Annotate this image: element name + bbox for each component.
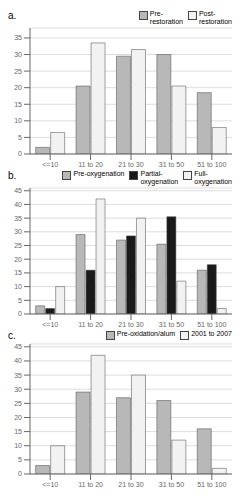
svg-text:25: 25 xyxy=(14,242,22,249)
svg-text:35: 35 xyxy=(14,215,22,222)
html-text:restoration: restoration xyxy=(198,18,232,25)
svg-text:20: 20 xyxy=(14,256,22,263)
svg-text:10: 10 xyxy=(14,283,22,290)
svg-text:25: 25 xyxy=(14,400,22,407)
svg-text:35: 35 xyxy=(14,372,22,379)
svg-text:5: 5 xyxy=(18,297,22,304)
html-text:Pre-oxidation/alum: Pre-oxidation/alum xyxy=(116,330,176,337)
html-text:oxygenation: oxygenation xyxy=(140,178,179,185)
html-text:c.: c. xyxy=(8,330,16,341)
svg-text:11 to 20: 11 to 20 xyxy=(78,481,103,488)
svg-text:45: 45 xyxy=(14,187,22,194)
svg-text:<=10: <=10 xyxy=(42,481,58,488)
svg-text:35: 35 xyxy=(14,34,22,41)
html-text:Pre-oxygenation: Pre-oxygenation xyxy=(73,170,125,177)
html-text:a.: a. xyxy=(8,10,17,21)
svg-text:51 to 100: 51 to 100 xyxy=(197,161,226,168)
html-text:Post-: Post- xyxy=(198,10,216,17)
svg-text:11 to 20: 11 to 20 xyxy=(78,161,103,168)
svg-text:5: 5 xyxy=(18,456,22,463)
svg-text:30: 30 xyxy=(14,51,22,58)
svg-text:<=10: <=10 xyxy=(42,161,58,168)
svg-text:0: 0 xyxy=(18,150,22,157)
svg-text:20: 20 xyxy=(14,84,22,91)
svg-text:51 to 100: 51 to 100 xyxy=(197,321,226,328)
html-text:restoration: restoration xyxy=(149,18,183,25)
svg-text:40: 40 xyxy=(14,201,22,208)
svg-text:<=10: <=10 xyxy=(42,321,58,328)
svg-text:31 to 50: 31 to 50 xyxy=(159,481,184,488)
svg-text:40: 40 xyxy=(14,357,22,364)
svg-text:21 to 30: 21 to 30 xyxy=(118,321,143,328)
html-text:2001 to 2007: 2001 to 2007 xyxy=(191,330,232,337)
html-text:Pre-: Pre- xyxy=(149,10,164,17)
svg-text:31 to 50: 31 to 50 xyxy=(159,321,184,328)
html-text:Partial-: Partial- xyxy=(140,170,163,177)
html-text:oxygenation: oxygenation xyxy=(194,178,232,185)
svg-text:31 to 50: 31 to 50 xyxy=(159,161,184,168)
svg-text:15: 15 xyxy=(14,101,22,108)
svg-text:15: 15 xyxy=(14,428,22,435)
svg-text:15: 15 xyxy=(14,269,22,276)
html-text:Full-: Full- xyxy=(194,170,208,177)
svg-text:10: 10 xyxy=(14,442,22,449)
svg-text:45: 45 xyxy=(14,343,22,350)
svg-text:10: 10 xyxy=(14,117,22,124)
svg-text:20: 20 xyxy=(14,414,22,421)
svg-text:30: 30 xyxy=(14,228,22,235)
svg-text:21 to 30: 21 to 30 xyxy=(118,481,143,488)
svg-text:30: 30 xyxy=(14,386,22,393)
svg-text:11 to 20: 11 to 20 xyxy=(78,321,103,328)
svg-text:21 to 30: 21 to 30 xyxy=(118,161,143,168)
html-text:b.: b. xyxy=(8,170,17,181)
svg-text:0: 0 xyxy=(18,310,22,317)
svg-text:51 to 100: 51 to 100 xyxy=(197,481,226,488)
svg-text:25: 25 xyxy=(14,68,22,75)
svg-text:5: 5 xyxy=(18,134,22,141)
svg-text:0: 0 xyxy=(18,470,22,477)
